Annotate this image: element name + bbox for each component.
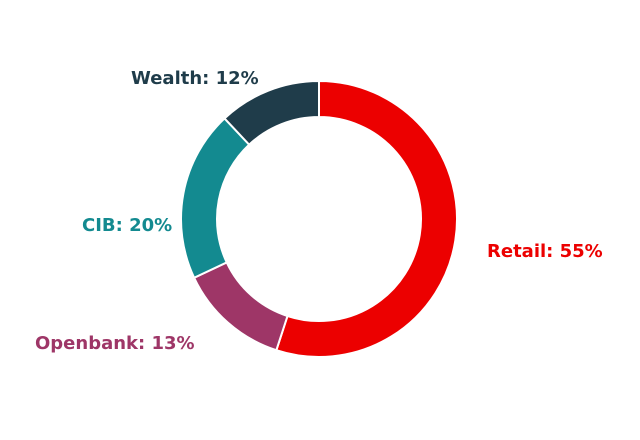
label-wealth: Wealth: 12% [131, 68, 259, 89]
slice-cib [180, 116, 251, 280]
slice-openbank [192, 261, 289, 352]
label-openbank: Openbank: 13% [35, 333, 195, 354]
slice-retail [275, 79, 458, 358]
label-cib: CIB: 20% [82, 215, 172, 236]
donut-slices [180, 79, 458, 358]
label-retail: Retail: 55% [487, 241, 603, 262]
slice-wealth [223, 79, 320, 147]
